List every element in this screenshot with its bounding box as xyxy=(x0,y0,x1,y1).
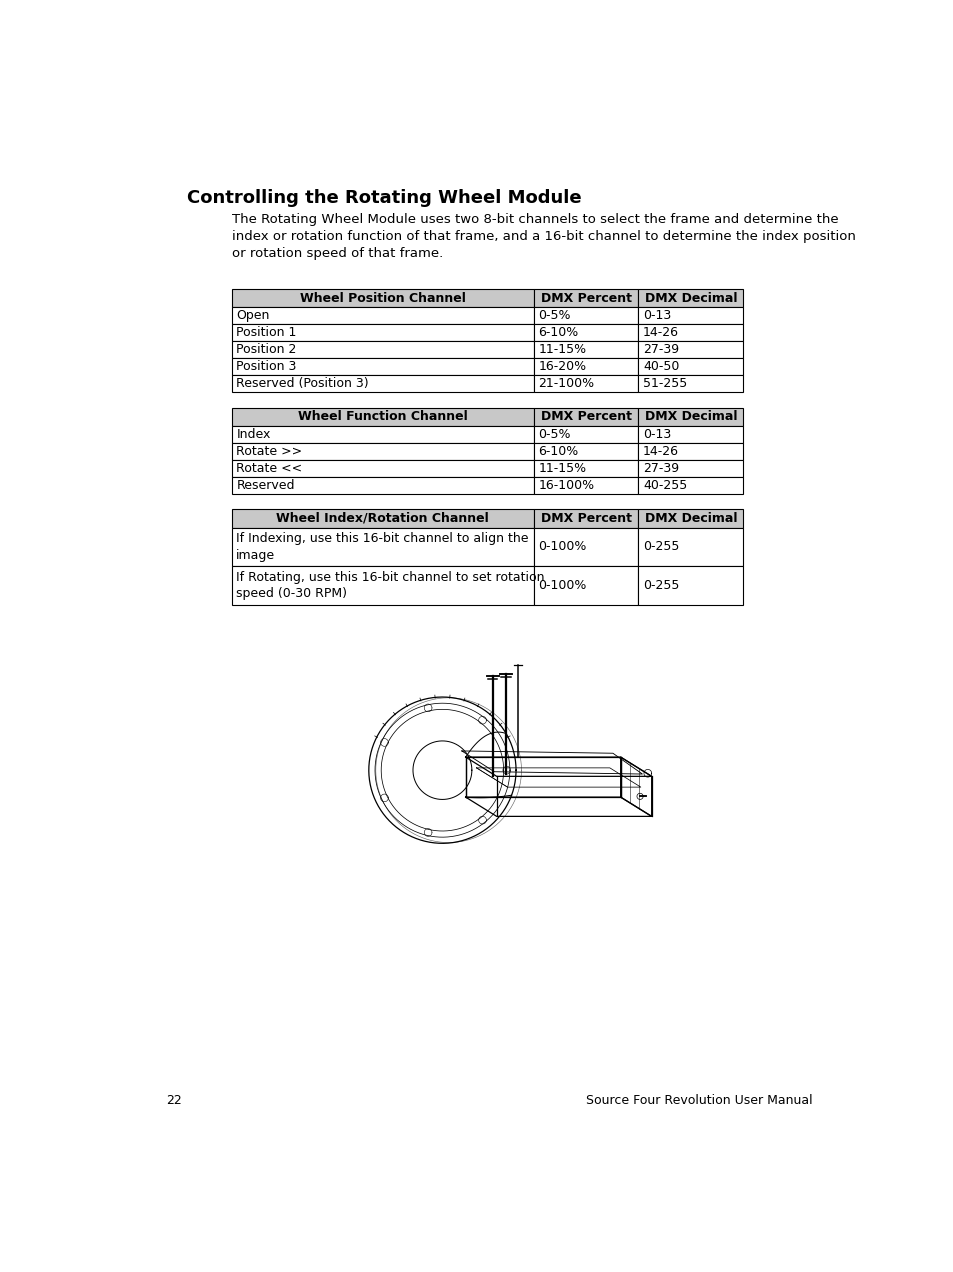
Bar xyxy=(638,443,742,460)
Text: Source Four Revolution User Manual: Source Four Revolution User Manual xyxy=(586,1094,812,1108)
Bar xyxy=(534,443,638,460)
Bar xyxy=(232,509,534,528)
Text: Wheel Function Channel: Wheel Function Channel xyxy=(297,411,467,424)
Text: 27-39: 27-39 xyxy=(642,462,679,474)
Bar xyxy=(232,566,534,604)
Bar xyxy=(534,460,638,477)
Text: 0-13: 0-13 xyxy=(642,309,671,322)
Bar xyxy=(638,528,742,566)
Bar xyxy=(638,426,742,443)
Text: 0-5%: 0-5% xyxy=(537,309,571,322)
Text: 11-15%: 11-15% xyxy=(537,343,586,356)
Text: 21-100%: 21-100% xyxy=(537,377,594,391)
Bar xyxy=(638,460,742,477)
Bar xyxy=(534,566,638,604)
Text: DMX Percent: DMX Percent xyxy=(540,411,631,424)
Bar xyxy=(638,509,742,528)
Text: DMX Decimal: DMX Decimal xyxy=(644,291,737,305)
Bar xyxy=(232,359,534,375)
Text: 27-39: 27-39 xyxy=(642,343,679,356)
Text: Wheel Position Channel: Wheel Position Channel xyxy=(299,291,465,305)
Text: 0-100%: 0-100% xyxy=(537,579,586,591)
Text: 14-26: 14-26 xyxy=(642,327,679,340)
Text: Index: Index xyxy=(236,427,271,441)
Text: Position 3: Position 3 xyxy=(236,360,296,373)
Bar xyxy=(638,407,742,426)
Text: 0-13: 0-13 xyxy=(642,427,671,441)
Bar xyxy=(232,407,534,426)
Text: 0-100%: 0-100% xyxy=(537,541,586,553)
Bar xyxy=(232,375,534,392)
Bar xyxy=(534,359,638,375)
Text: 22: 22 xyxy=(166,1094,181,1108)
Bar xyxy=(534,407,638,426)
Bar xyxy=(534,289,638,308)
Text: Rotate <<: Rotate << xyxy=(236,462,302,474)
Text: 51-255: 51-255 xyxy=(642,377,687,391)
Text: Open: Open xyxy=(236,309,270,322)
Text: DMX Percent: DMX Percent xyxy=(540,291,631,305)
Text: 0-255: 0-255 xyxy=(642,541,679,553)
Text: 16-100%: 16-100% xyxy=(537,478,594,492)
Bar xyxy=(534,308,638,324)
Text: DMX Percent: DMX Percent xyxy=(540,511,631,525)
Text: If Indexing, use this 16-bit channel to align the
image: If Indexing, use this 16-bit channel to … xyxy=(236,532,528,562)
Bar xyxy=(232,477,534,494)
Bar xyxy=(232,460,534,477)
Text: Reserved: Reserved xyxy=(236,478,294,492)
Text: Reserved (Position 3): Reserved (Position 3) xyxy=(236,377,369,391)
Text: 40-255: 40-255 xyxy=(642,478,687,492)
Bar xyxy=(232,528,534,566)
Text: 6-10%: 6-10% xyxy=(537,445,578,458)
Text: Position 2: Position 2 xyxy=(236,343,296,356)
Bar xyxy=(534,528,638,566)
Text: 6-10%: 6-10% xyxy=(537,327,578,340)
Bar xyxy=(534,341,638,359)
Bar xyxy=(232,308,534,324)
Bar xyxy=(534,477,638,494)
Text: The Rotating Wheel Module uses two 8-bit channels to select the frame and determ: The Rotating Wheel Module uses two 8-bit… xyxy=(232,214,855,261)
Bar xyxy=(232,443,534,460)
Bar xyxy=(232,289,534,308)
Text: DMX Decimal: DMX Decimal xyxy=(644,411,737,424)
Bar xyxy=(638,566,742,604)
Bar xyxy=(638,324,742,341)
Text: 14-26: 14-26 xyxy=(642,445,679,458)
Text: Wheel Index/Rotation Channel: Wheel Index/Rotation Channel xyxy=(276,511,489,525)
Text: Rotate >>: Rotate >> xyxy=(236,445,302,458)
Text: Controlling the Rotating Wheel Module: Controlling the Rotating Wheel Module xyxy=(187,188,581,207)
Bar xyxy=(638,477,742,494)
Text: 11-15%: 11-15% xyxy=(537,462,586,474)
Bar xyxy=(638,375,742,392)
Bar xyxy=(534,375,638,392)
Bar xyxy=(534,509,638,528)
Bar xyxy=(534,324,638,341)
Text: DMX Decimal: DMX Decimal xyxy=(644,511,737,525)
Text: Position 1: Position 1 xyxy=(236,327,296,340)
Text: 0-255: 0-255 xyxy=(642,579,679,591)
Bar xyxy=(534,426,638,443)
Text: 0-5%: 0-5% xyxy=(537,427,571,441)
Text: If Rotating, use this 16-bit channel to set rotation
speed (0-30 RPM): If Rotating, use this 16-bit channel to … xyxy=(236,571,544,600)
Text: 40-50: 40-50 xyxy=(642,360,679,373)
Bar xyxy=(232,324,534,341)
Bar xyxy=(638,359,742,375)
Text: 16-20%: 16-20% xyxy=(537,360,586,373)
Bar xyxy=(638,289,742,308)
Bar xyxy=(638,308,742,324)
Bar xyxy=(232,426,534,443)
Bar xyxy=(232,341,534,359)
Bar xyxy=(638,341,742,359)
